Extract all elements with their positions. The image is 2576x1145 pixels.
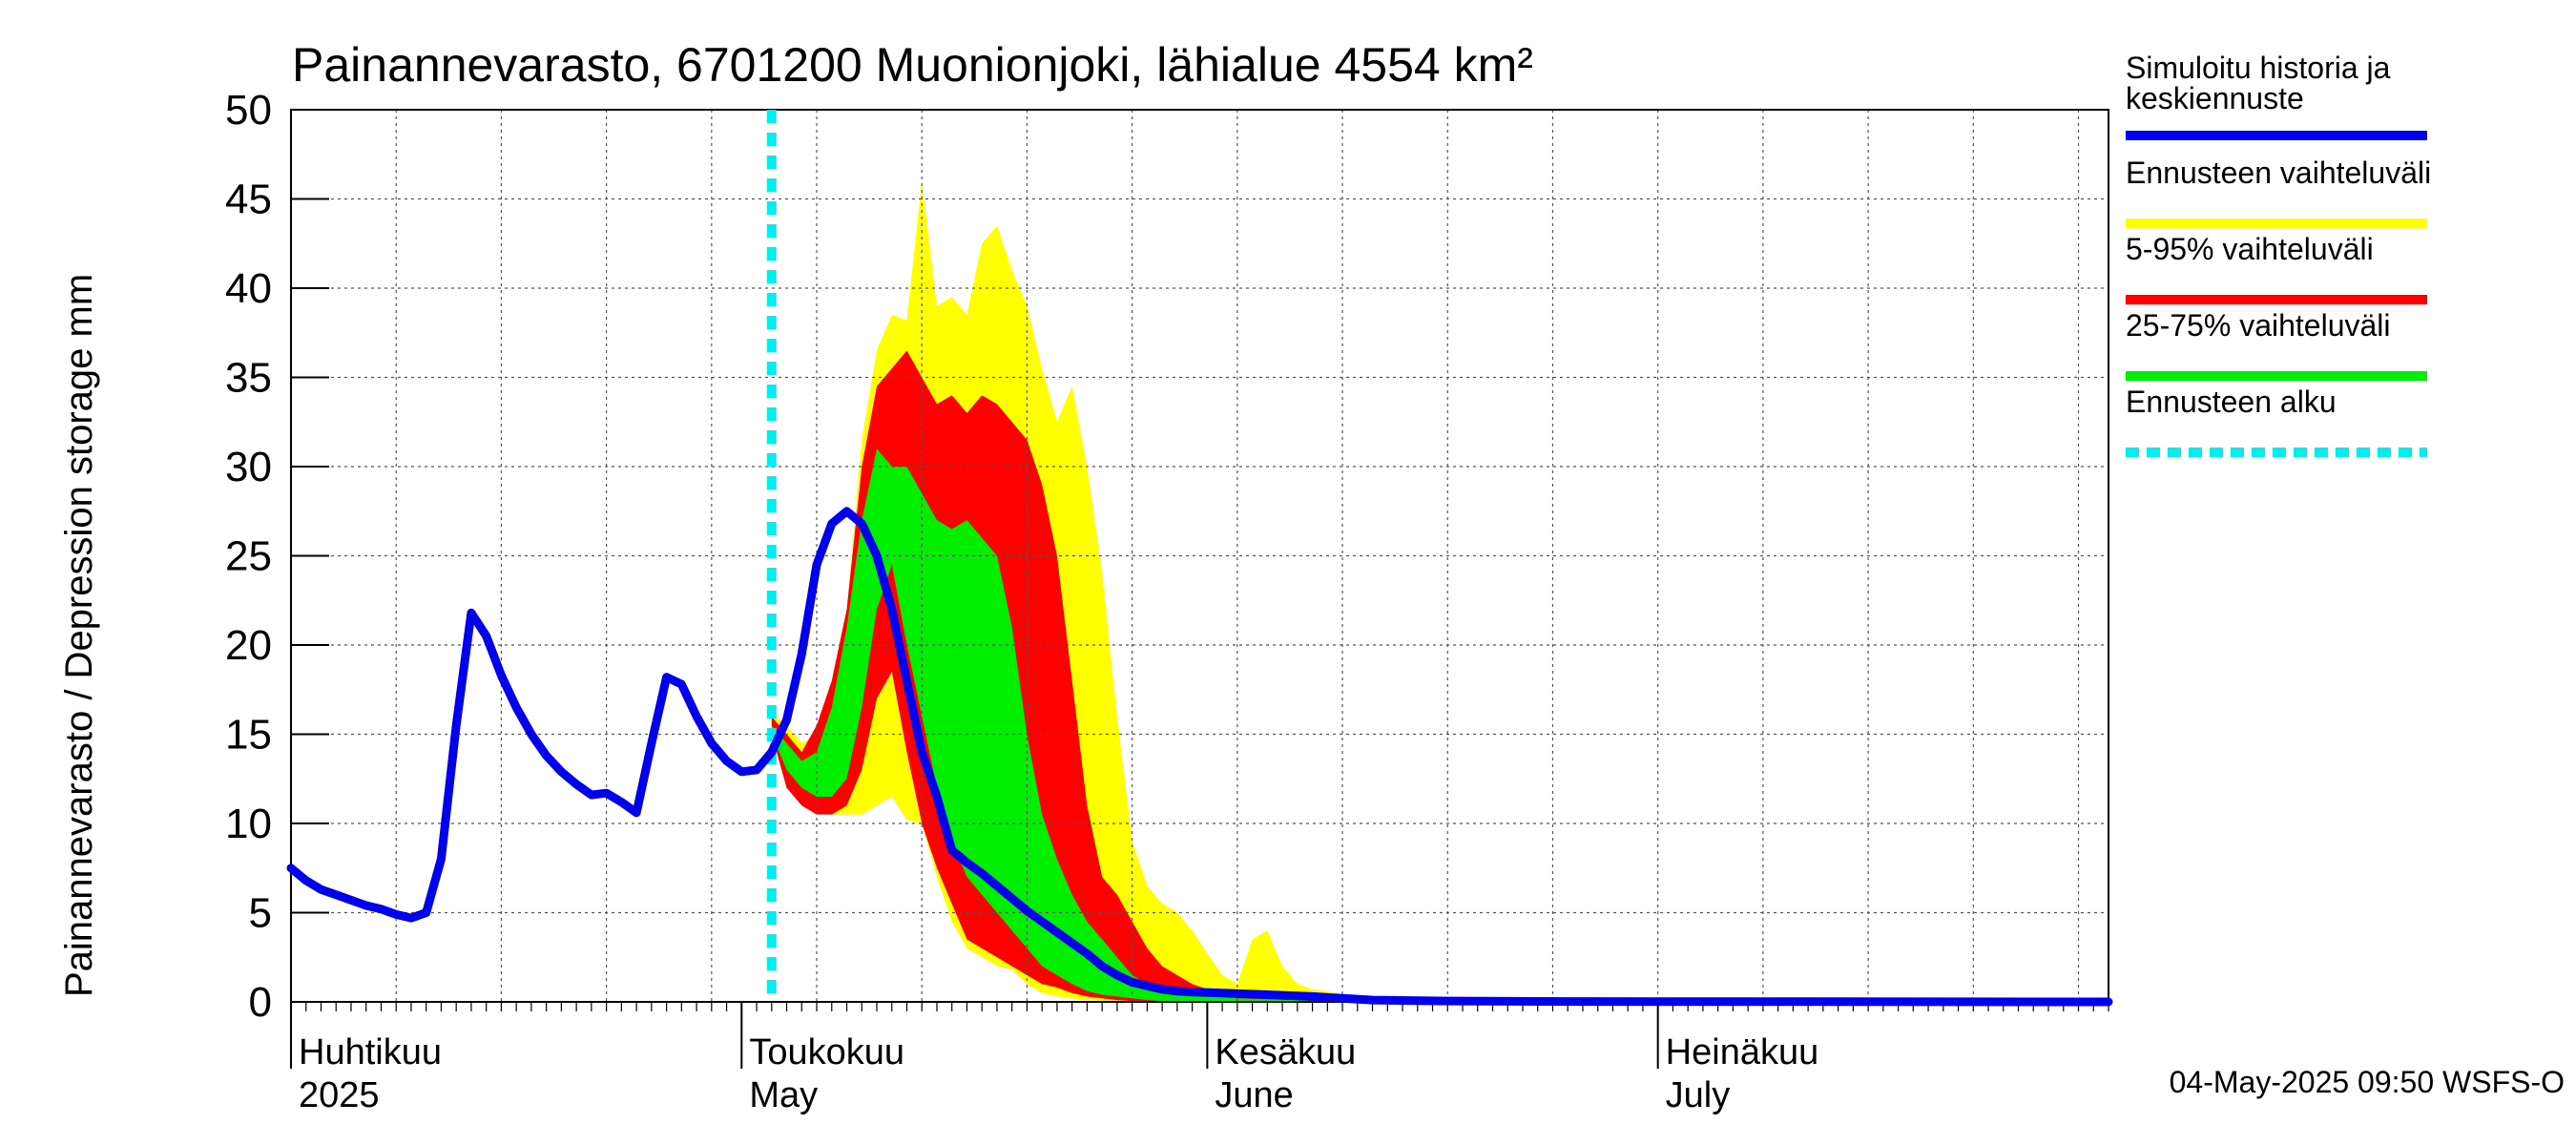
y-tick-label: 25 [225,533,272,580]
chart-title: Painannevarasto, 6701200 Muonionjoki, lä… [292,38,1533,92]
y-tick-label: 5 [249,890,272,937]
y-tick-label: 30 [225,444,272,490]
timestamp-footer: 04-May-2025 09:50 WSFS-O [2170,1065,2565,1099]
legend-label: Ennusteen vaihteluväli [2126,156,2431,190]
y-tick-label: 0 [249,979,272,1026]
y-tick-label: 35 [225,355,272,402]
x-tick-label-month: Kesäkuu [1215,1032,1356,1072]
legend-label: Simuloitu historia ja [2126,51,2391,85]
legend-label: 5-95% vaihteluväli [2126,232,2374,266]
x-tick-label-year: July [1666,1075,1731,1115]
x-tick-label-month: Heinäkuu [1666,1032,1819,1072]
x-tick-label-month: Toukokuu [749,1032,904,1072]
band-5-95pct [771,350,2109,1002]
band-25-75pct [771,448,2109,1002]
y-axis-label: Painannevarasto / Depression storage mm [58,274,100,997]
legend-label: Ennusteen alku [2126,385,2337,419]
x-tick-label-year: May [749,1075,818,1115]
y-tick-label: 10 [225,801,272,847]
y-tick-label: 15 [225,712,272,759]
y-tick-label: 40 [225,265,272,312]
x-tick-label-year: 2025 [299,1075,380,1115]
x-tick-label-year: June [1215,1075,1293,1115]
legend-label: keskiennuste [2126,81,2304,115]
legend-label: 25-75% vaihteluväli [2126,308,2391,343]
y-tick-label: 50 [225,87,272,134]
plot-area: 05101520253035404550Huhtikuu2025Toukokuu… [225,87,2113,1115]
series-line-median [286,507,2113,1007]
band-min-max [771,180,2109,1003]
x-tick-label-month: Huhtikuu [299,1032,442,1072]
y-tick-label: 45 [225,177,272,223]
y-tick-label: 20 [225,622,272,669]
